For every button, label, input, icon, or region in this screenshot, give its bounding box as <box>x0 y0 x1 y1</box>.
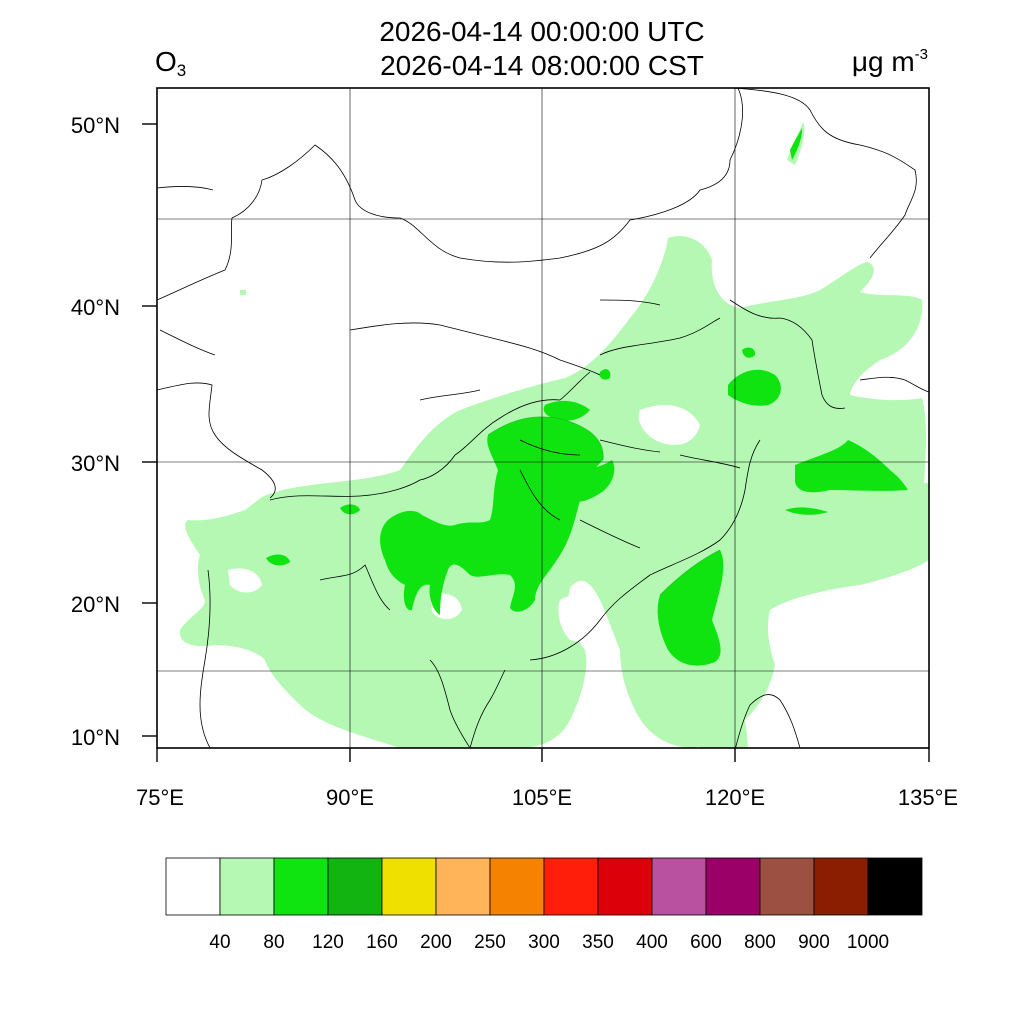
colorbar-label: 200 <box>420 932 452 953</box>
colorbar-swatch <box>489 857 545 916</box>
colorbar-swatch <box>651 857 707 916</box>
lat-label-50: 50°N <box>70 113 120 138</box>
colorbar-label: 120 <box>312 932 344 953</box>
colorbar-label: 600 <box>690 932 722 953</box>
colorbar-label: 800 <box>744 932 776 953</box>
local-timestamp: 2026-04-14 08:00:00 CST <box>380 50 704 81</box>
colorbar-swatch <box>867 857 923 916</box>
colorbar-label: 1000 <box>846 932 890 953</box>
colorbar-swatch <box>759 857 815 916</box>
lat-label-40: 40°N <box>70 295 120 320</box>
lon-label-90: 90°E <box>326 785 374 810</box>
lat-label-20: 20°N <box>70 592 120 617</box>
lon-label-75: 75°E <box>136 785 184 810</box>
map-frame <box>156 87 930 749</box>
ozone-field-edges <box>487 416 721 596</box>
utc-timestamp: 2026-04-14 00:00:00 UTC <box>379 16 705 47</box>
colorbar <box>165 857 923 916</box>
colorbar-swatch <box>705 857 761 916</box>
ozone-field-80-120 <box>266 128 908 666</box>
boundaries <box>157 88 929 748</box>
lat-label-30: 30°N <box>70 451 120 476</box>
colorbar-label: 350 <box>582 932 614 953</box>
colorbar-label: 250 <box>474 932 506 953</box>
colorbar-swatch <box>327 857 383 916</box>
colorbar-swatch <box>543 857 599 916</box>
colorbar-label: 40 <box>209 932 231 953</box>
lon-label-135: 135°E <box>897 785 959 810</box>
unit-label: μg m-3 <box>851 46 928 77</box>
lat-label-10: 10°N <box>70 725 120 750</box>
colorbar-label: 400 <box>636 932 668 953</box>
gridlines <box>157 88 929 748</box>
colorbar-swatch <box>273 857 329 916</box>
colorbar-swatch <box>165 857 221 916</box>
colorbar-swatch <box>435 857 491 916</box>
colorbar-label: 160 <box>366 932 398 953</box>
lon-label-105: 105°E <box>511 785 573 810</box>
colorbar-label: 80 <box>263 932 285 953</box>
variable-label: O3 <box>155 46 187 80</box>
colorbar-label: 900 <box>798 932 830 953</box>
axis-ticks <box>142 123 930 762</box>
colorbar-swatch <box>219 857 275 916</box>
lon-label-120: 120°E <box>704 785 766 810</box>
colorbar-swatch <box>597 857 653 916</box>
colorbar-swatch <box>381 857 437 916</box>
colorbar-swatch <box>813 857 869 916</box>
colorbar-label: 300 <box>528 932 560 953</box>
